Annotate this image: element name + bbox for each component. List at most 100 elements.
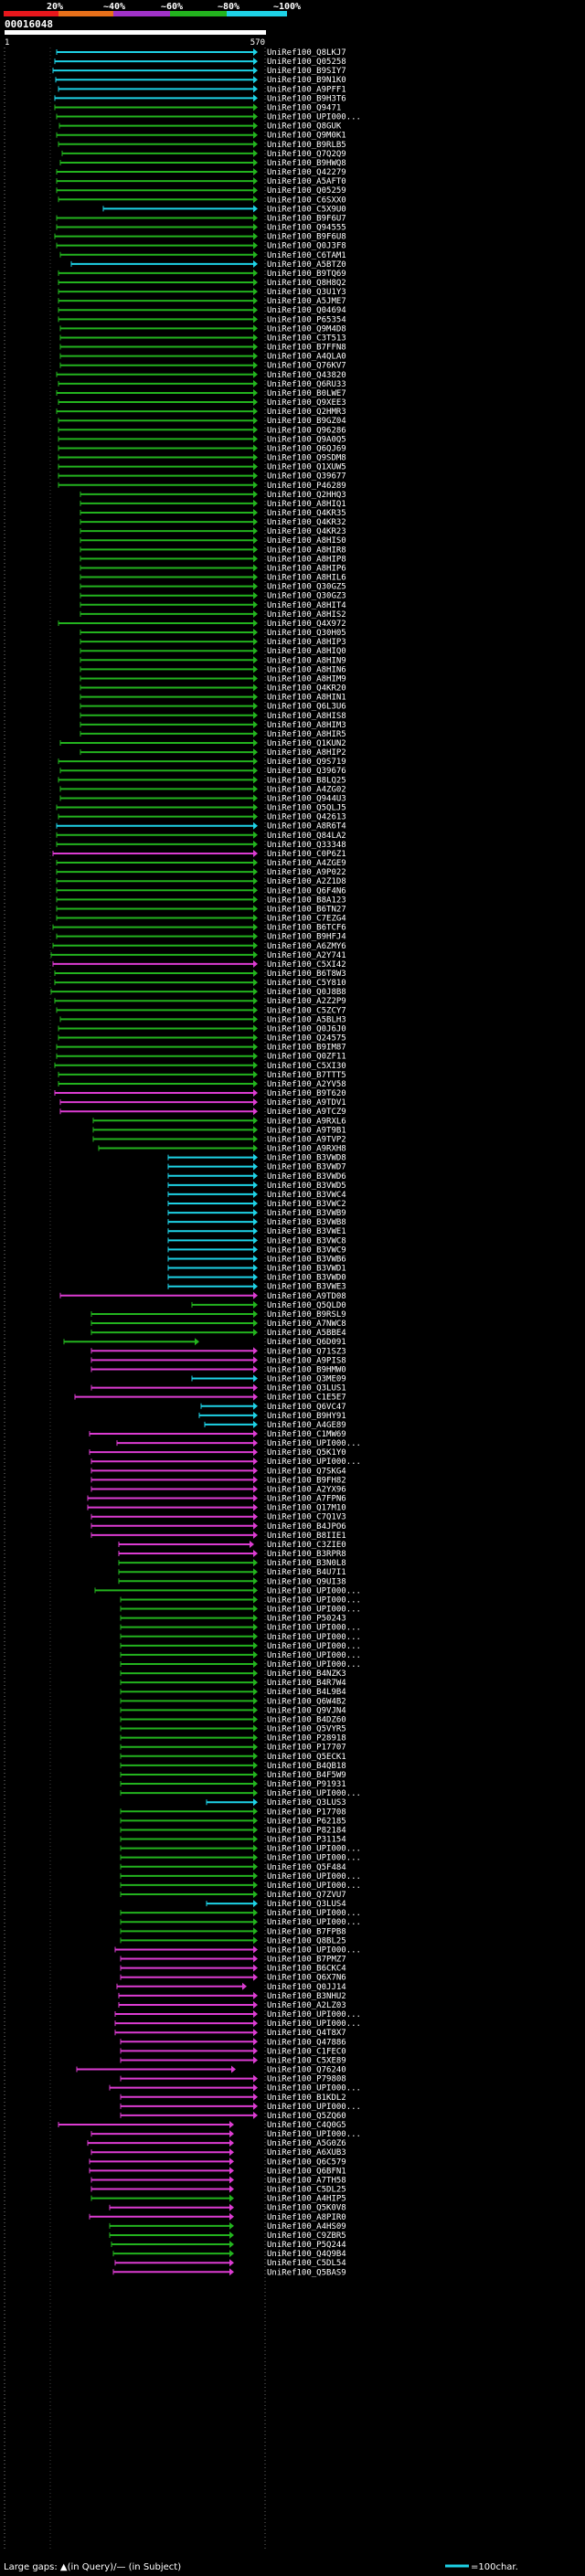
hit-end-arrow xyxy=(253,1494,258,1502)
hit-end-arrow xyxy=(253,343,258,351)
hit-end-arrow xyxy=(253,260,258,268)
hit-end-arrow xyxy=(253,1623,258,1631)
hit-end-arrow xyxy=(253,536,258,545)
hit-end-arrow xyxy=(253,1015,258,1023)
hit-end-arrow xyxy=(253,1688,258,1696)
hit-label: UniRef100_C7EZG4 xyxy=(267,915,346,924)
hit-end-arrow xyxy=(253,629,258,637)
hit-end-arrow xyxy=(229,2194,234,2202)
hit-end-arrow xyxy=(253,582,258,590)
hit-label: UniRef100_UPI000... xyxy=(267,1909,361,1918)
hit-end-arrow xyxy=(253,131,258,139)
hit-label: UniRef100_Q2HHQ3 xyxy=(267,491,346,500)
hit-end-arrow xyxy=(253,2019,258,2028)
hit-label: UniRef100_Q6W4B2 xyxy=(267,1697,346,1706)
hit-end-arrow xyxy=(253,1448,258,1457)
hit-label: UniRef100_P79808 xyxy=(267,2075,346,2084)
hit-label: UniRef100_B9IM87 xyxy=(267,1044,346,1053)
hit-label: UniRef100_A8HIP3 xyxy=(267,638,346,647)
hit-end-arrow xyxy=(253,1568,258,1576)
hit-label: UniRef100_Q5ECK1 xyxy=(267,1753,346,1762)
hit-label: UniRef100_UPI000... xyxy=(267,1651,361,1660)
hit-end-arrow xyxy=(253,720,258,728)
hit-label: UniRef100_Q9471 xyxy=(267,103,341,112)
hit-label: UniRef100_Q9XEE3 xyxy=(267,398,346,408)
hit-end-arrow xyxy=(253,932,258,940)
hit-end-arrow xyxy=(253,48,258,56)
hit-label: UniRef100_Q6BFN1 xyxy=(267,2167,346,2176)
hit-label: UniRef100_A5BBE4 xyxy=(267,1329,346,1338)
hit-end-arrow xyxy=(253,1715,258,1723)
hit-end-arrow xyxy=(253,1439,258,1447)
hit-label: UniRef100_A9PFF1 xyxy=(267,85,346,94)
hit-label: UniRef100_B9H3T6 xyxy=(267,94,346,103)
hit-end-arrow xyxy=(253,729,258,737)
hit-label: UniRef100_Q6F4N6 xyxy=(267,886,346,896)
hit-label: UniRef100_A9PIS8 xyxy=(267,1356,346,1365)
hit-end-arrow xyxy=(253,1531,258,1539)
hit-end-arrow xyxy=(253,370,258,378)
hit-label: UniRef100_Q0JJ14 xyxy=(267,1983,346,1992)
hit-end-arrow xyxy=(253,665,258,673)
hit-end-arrow xyxy=(229,2121,234,2128)
hit-label: UniRef100_B4JPO6 xyxy=(267,1522,346,1532)
hit-label: UniRef100_UPI000... xyxy=(267,1439,361,1448)
hit-end-arrow xyxy=(253,1061,258,1069)
hit-end-arrow xyxy=(242,1982,247,1990)
hit-end-arrow xyxy=(253,1467,258,1475)
hit-end-arrow xyxy=(253,1356,258,1364)
hit-end-arrow xyxy=(253,886,258,895)
hit-end-arrow xyxy=(253,499,258,507)
hit-end-arrow xyxy=(253,1706,258,1714)
hit-end-arrow xyxy=(253,527,258,535)
hit-end-arrow xyxy=(253,2111,258,2119)
hit-end-arrow xyxy=(253,1458,258,1466)
hit-label: UniRef100_B4DZ60 xyxy=(267,1715,346,1724)
hit-end-arrow xyxy=(253,1089,258,1097)
hit-end-arrow xyxy=(253,1918,258,1926)
hit-end-arrow xyxy=(253,822,258,830)
hit-label: UniRef100_A6ZMY6 xyxy=(267,942,346,951)
hit-label: UniRef100_B9F6U8 xyxy=(267,233,346,242)
hit-end-arrow xyxy=(253,288,258,296)
hit-end-arrow xyxy=(253,112,258,121)
hit-end-arrow xyxy=(253,1383,258,1392)
hit-end-arrow xyxy=(253,1798,258,1807)
hit-label: UniRef100_Q5F484 xyxy=(267,1863,346,1872)
hit-label: UniRef100_C6SXX0 xyxy=(267,196,346,205)
hit-end-arrow xyxy=(253,1070,258,1078)
hit-end-arrow xyxy=(253,361,258,369)
hit-end-arrow xyxy=(195,1338,199,1346)
hit-end-arrow xyxy=(253,674,258,683)
hit-end-arrow xyxy=(253,103,258,111)
hit-label: UniRef100_B9SIY7 xyxy=(267,67,346,76)
hit-end-arrow xyxy=(253,1476,258,1484)
hit-label: UniRef100_A8HIQ1 xyxy=(267,500,346,509)
hit-label: UniRef100_Q9VJN4 xyxy=(267,1706,346,1715)
hit-end-arrow xyxy=(253,1006,258,1014)
hit-end-arrow xyxy=(253,398,258,407)
hit-label: UniRef100_Q9S719 xyxy=(267,758,346,767)
hit-label: UniRef100_B6TN27 xyxy=(267,905,346,914)
hit-end-arrow xyxy=(253,1162,258,1171)
hit-label: UniRef100_Q8BL25 xyxy=(267,1936,346,1945)
hit-end-arrow xyxy=(253,693,258,701)
hit-end-arrow xyxy=(253,58,258,66)
hit-end-arrow xyxy=(253,859,258,867)
hit-end-arrow xyxy=(253,546,258,554)
hit-label: UniRef100_A2Z2P9 xyxy=(267,997,346,1006)
hit-end-arrow xyxy=(253,250,258,259)
hit-label: UniRef100_A8HIP8 xyxy=(267,555,346,564)
hit-end-arrow xyxy=(253,1282,258,1290)
hit-label: UniRef100_Q5QLJ5 xyxy=(267,804,346,813)
hit-label: UniRef100_Q3LUS1 xyxy=(267,1384,346,1394)
hit-end-arrow xyxy=(253,610,258,618)
hit-end-arrow xyxy=(253,914,258,922)
hit-end-arrow xyxy=(253,2047,258,2055)
hit-label: UniRef100_A9P022 xyxy=(267,868,346,877)
hit-end-arrow xyxy=(253,1614,258,1622)
hit-label: UniRef100_Q6QJ69 xyxy=(267,444,346,453)
hit-end-arrow xyxy=(253,647,258,655)
hit-label: UniRef100_B9RLB5 xyxy=(267,141,346,150)
